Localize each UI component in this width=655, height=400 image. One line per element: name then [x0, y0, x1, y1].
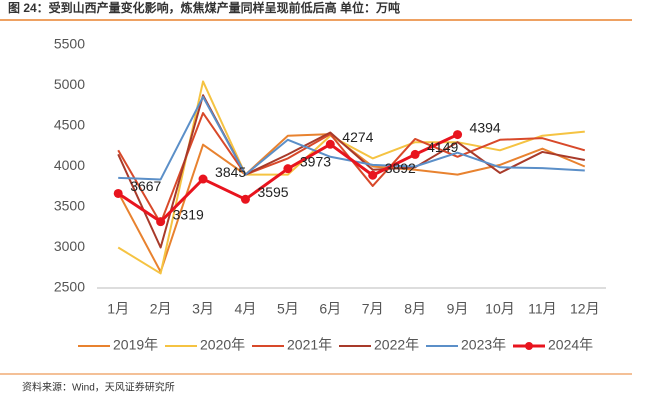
series-line	[117, 94, 585, 249]
legend-label: 2024年	[548, 337, 593, 353]
point-marker	[325, 139, 335, 149]
point-marker	[453, 130, 463, 140]
point-marker	[240, 194, 250, 204]
y-tick-label: 5000	[54, 76, 85, 92]
x-tick-label: 9月	[447, 301, 469, 317]
legend-label: 2023年	[461, 337, 506, 353]
y-tick-label: 3000	[54, 238, 85, 254]
series-line	[117, 80, 585, 275]
legend-label: 2022年	[374, 337, 419, 353]
data-label: 3667	[130, 178, 161, 194]
x-tick-label: 7月	[362, 301, 384, 317]
x-tick-label: 12月	[570, 301, 600, 317]
x-tick-label: 4月	[235, 301, 257, 317]
data-label: 4394	[470, 119, 501, 135]
legend-label: 2019年	[113, 337, 158, 353]
series-line	[117, 133, 586, 273]
point-marker	[368, 170, 378, 180]
data-label: 4149	[427, 139, 458, 155]
data-label: 3892	[385, 160, 416, 176]
point-marker	[410, 149, 420, 159]
x-tick-label: 11月	[528, 301, 557, 317]
x-tick-label: 10月	[485, 301, 515, 317]
legend-label: 2020年	[200, 337, 245, 353]
data-label: 3595	[257, 184, 288, 200]
y-tick-label: 2500	[54, 279, 85, 295]
legend-label: 2021年	[287, 337, 332, 353]
point-marker	[283, 164, 293, 174]
data-label: 4274	[342, 129, 373, 145]
x-tick-label: 3月	[192, 301, 214, 317]
x-tick-label: 5月	[277, 301, 299, 317]
data-label: 3319	[173, 206, 204, 222]
y-tick-label: 4000	[54, 157, 85, 173]
data-label: 3845	[215, 164, 246, 180]
x-tick-label: 8月	[404, 301, 426, 317]
x-tick-label: 1月	[107, 301, 129, 317]
legend-marker	[525, 342, 533, 350]
chart-title: 图 24：受到山西产量变化影响，炼焦煤产量同样呈现前低后高 单位：万吨	[8, 0, 400, 15]
source-note: 资料来源：Wind，天风证券研究所	[22, 381, 175, 394]
data-label: 3973	[300, 153, 331, 169]
y-tick-label: 3500	[54, 198, 85, 214]
point-marker	[113, 188, 123, 198]
y-tick-label: 5500	[54, 36, 85, 52]
y-tick-label: 4500	[54, 117, 85, 133]
point-marker	[198, 174, 208, 184]
point-marker	[156, 217, 166, 227]
x-tick-label: 6月	[319, 301, 341, 317]
x-tick-label: 2月	[150, 301, 172, 317]
